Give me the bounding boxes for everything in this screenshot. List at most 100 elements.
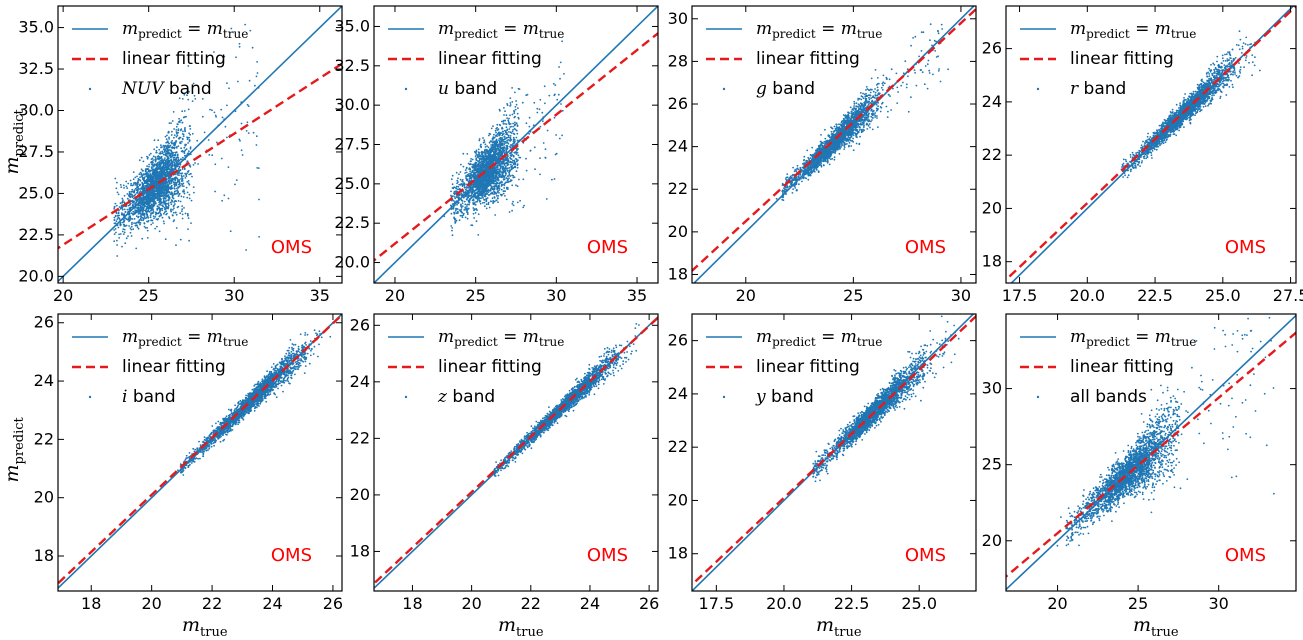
data-point (525, 122, 528, 125)
data-point (499, 155, 502, 157)
data-point (496, 147, 499, 150)
data-point (186, 191, 189, 194)
data-point (141, 237, 144, 240)
data-point (256, 167, 259, 169)
data-point (180, 174, 183, 177)
data-point (161, 207, 164, 210)
data-point (468, 174, 471, 177)
data-point (113, 233, 116, 236)
data-point (154, 188, 157, 190)
data-point (170, 179, 173, 182)
legend-band-label: NUV band (121, 79, 212, 99)
data-point (490, 144, 492, 146)
data-point (132, 210, 135, 213)
data-point (147, 170, 150, 173)
data-point (178, 182, 181, 185)
data-point (505, 172, 507, 175)
data-point (515, 129, 518, 132)
data-point (480, 151, 483, 154)
data-point (240, 149, 243, 152)
data-point (244, 23, 247, 26)
data-point (509, 175, 512, 177)
data-point (168, 138, 171, 140)
data-point (152, 164, 155, 167)
data-point (226, 136, 228, 139)
data-point (164, 192, 167, 194)
data-point (173, 204, 175, 207)
data-point (186, 212, 189, 215)
data-point (114, 177, 117, 180)
data-point (460, 199, 463, 201)
data-point (130, 235, 133, 237)
data-point (171, 161, 174, 164)
data-point (182, 133, 185, 136)
data-point (523, 204, 525, 207)
data-point (484, 150, 486, 152)
data-point (221, 116, 224, 119)
data-point (164, 203, 167, 206)
data-point (171, 163, 174, 166)
data-point (149, 175, 152, 178)
data-point (155, 150, 158, 152)
data-point (514, 163, 517, 166)
data-point (496, 194, 498, 197)
data-point (178, 185, 181, 188)
data-point (558, 137, 561, 140)
data-point (484, 195, 487, 197)
data-point (120, 186, 123, 189)
data-point (142, 178, 144, 181)
data-point (485, 197, 488, 200)
data-point (503, 114, 505, 116)
data-point (152, 173, 155, 176)
data-point (515, 136, 518, 139)
data-point (157, 172, 159, 174)
data-point (511, 130, 514, 133)
data-point (141, 175, 143, 178)
data-point (507, 159, 510, 162)
data-point (465, 186, 468, 189)
data-point (501, 175, 504, 177)
data-point (176, 154, 179, 157)
data-point (173, 207, 175, 210)
y-tick-label: 30.0 (18, 100, 54, 119)
data-point (168, 160, 170, 163)
data-point (183, 190, 186, 193)
data-point (147, 168, 149, 170)
data-point (515, 170, 518, 173)
data-point (182, 175, 185, 177)
data-point (173, 190, 176, 193)
data-point (509, 139, 512, 142)
data-point (152, 190, 154, 193)
data-point (131, 200, 134, 203)
data-point (240, 122, 243, 125)
data-point (161, 204, 163, 207)
data-point (133, 222, 136, 225)
data-point (177, 190, 179, 193)
data-point (127, 204, 130, 207)
data-point (123, 187, 125, 189)
data-point (249, 29, 252, 32)
data-point (180, 183, 183, 185)
data-point (173, 144, 176, 147)
data-point (161, 158, 164, 161)
data-point (509, 144, 512, 146)
data-point (170, 164, 172, 167)
data-point (167, 165, 170, 168)
data-point (539, 98, 542, 101)
data-point (132, 228, 135, 231)
data-point (482, 183, 485, 186)
data-point (511, 101, 514, 103)
data-point (121, 197, 124, 200)
data-point (119, 223, 122, 226)
data-point (164, 238, 167, 241)
data-point (130, 184, 132, 187)
data-point (488, 141, 491, 144)
data-point (505, 168, 508, 170)
data-point (160, 175, 162, 178)
data-point (502, 140, 504, 143)
data-point (173, 136, 175, 139)
data-point (120, 204, 123, 207)
data-point (174, 179, 177, 182)
data-point (503, 170, 506, 173)
